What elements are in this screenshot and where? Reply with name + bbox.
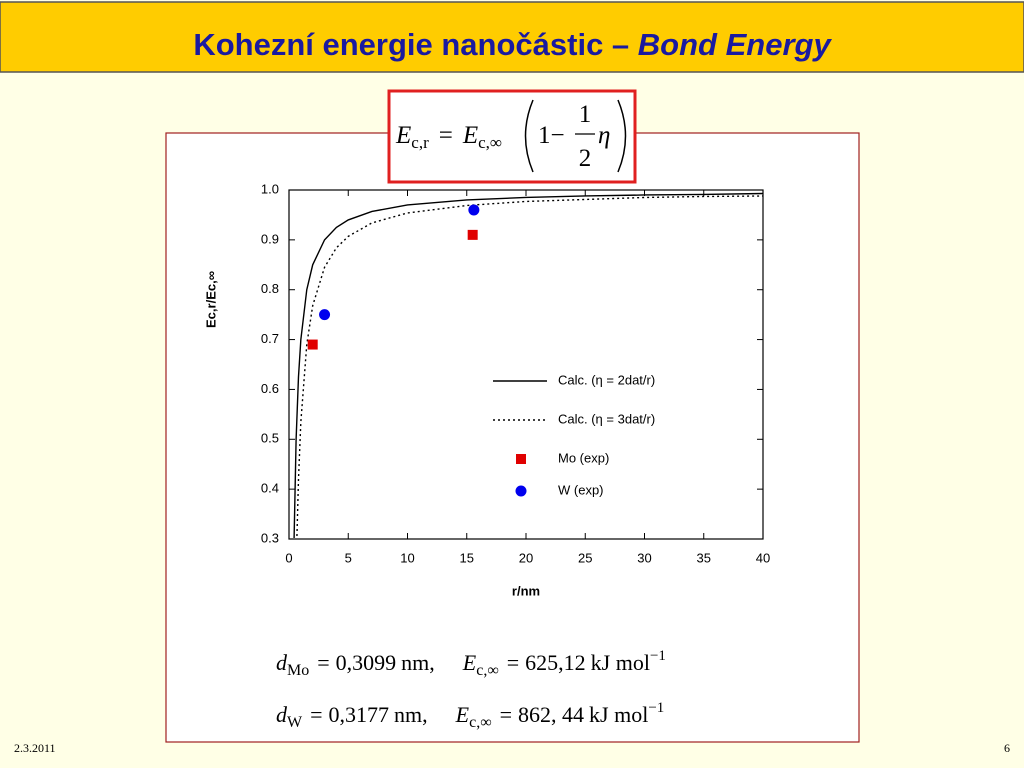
curve bbox=[293, 192, 764, 539]
x-tick-label: 35 bbox=[697, 550, 711, 565]
chart: 0 5 10 15 20 25 30 35 40 0.3 0.4 0.5 0.6 0.7 0.8 0.9 1.0… bbox=[203, 181, 770, 598]
legend-marker bbox=[515, 485, 527, 497]
equals: = bbox=[317, 650, 329, 675]
value: 862, 44 bbox=[518, 702, 584, 727]
point bbox=[307, 339, 318, 350]
symbol: d bbox=[276, 650, 288, 675]
x-tick-label: 15 bbox=[460, 550, 474, 565]
title-italic: Bond Energy bbox=[638, 27, 833, 62]
symbol: E bbox=[462, 122, 478, 149]
equals: = bbox=[310, 702, 322, 727]
legend-marker bbox=[516, 454, 526, 464]
y-tick-label: 0.3 bbox=[261, 530, 279, 545]
symbol: E bbox=[455, 702, 470, 727]
y-tick-label: 0.4 bbox=[261, 481, 279, 496]
x-tick-label: 10 bbox=[400, 550, 414, 565]
legend-label: W (exp) bbox=[558, 482, 604, 497]
chart-panel bbox=[165, 132, 860, 743]
y-tick-label: 0.9 bbox=[261, 231, 279, 246]
constant-line: dW = 0,3177 nm, Ec,∞ = 862, 44 kJ mol−1 bbox=[276, 700, 664, 731]
title: Kohezní energie nanočástic – Bond Energy bbox=[193, 27, 832, 62]
y-tick-label: 0.5 bbox=[261, 431, 279, 446]
constant-line: dMo = 0,3099 nm, Ec,∞ = 625,12 kJ mol−1 bbox=[276, 648, 666, 679]
y-tick-label: 0.6 bbox=[261, 381, 279, 396]
superscript: −1 bbox=[650, 648, 666, 664]
formula-num: 1 bbox=[579, 101, 592, 128]
formula-lhs: Ec,r = Ec,∞ bbox=[395, 122, 502, 152]
point bbox=[319, 309, 331, 321]
symbol: E bbox=[462, 650, 477, 675]
superscript: −1 bbox=[648, 700, 664, 716]
formula-one: 1− bbox=[538, 122, 565, 149]
title-bar bbox=[0, 1, 1024, 73]
legend-label: Calc. (η = 2dat/r) bbox=[558, 372, 655, 387]
legend-label: Calc. (η = 3dat/r) bbox=[558, 411, 655, 426]
equals: = bbox=[439, 122, 453, 149]
y-tick-label: 0.7 bbox=[261, 331, 279, 346]
equals: = bbox=[507, 650, 519, 675]
subscript: Mo bbox=[287, 662, 309, 679]
x-tick-label: 25 bbox=[578, 550, 592, 565]
footer-date: 2.3.2011 bbox=[14, 741, 56, 755]
paren-right bbox=[617, 99, 627, 173]
formula-box bbox=[387, 89, 637, 184]
formula: Ec,r = Ec,∞ 1− 1 2 η bbox=[395, 99, 627, 173]
value: 0,3099 bbox=[336, 650, 397, 675]
x-tick-label: 20 bbox=[519, 550, 533, 565]
value: 0,3177 bbox=[329, 702, 390, 727]
x-tick-label: 30 bbox=[637, 550, 651, 565]
formula-eta: η bbox=[598, 122, 610, 149]
x-tick-label: 40 bbox=[756, 550, 770, 565]
title-main: Kohezní energie nanočástic – bbox=[193, 27, 637, 62]
unit: nm, bbox=[394, 702, 428, 727]
unit: kJ mol bbox=[591, 650, 650, 675]
unit: kJ mol bbox=[589, 702, 648, 727]
subscript: c,∞ bbox=[478, 133, 502, 152]
x-tick-label: 5 bbox=[345, 550, 352, 565]
unit: nm, bbox=[401, 650, 435, 675]
paren-left bbox=[524, 99, 534, 173]
point bbox=[468, 204, 480, 216]
y-tick-label: 0.8 bbox=[261, 281, 279, 296]
formula-den: 2 bbox=[579, 145, 592, 172]
symbol: d bbox=[276, 702, 288, 727]
constants: dMo = 0,3099 nm, Ec,∞ = 625,12 kJ mol−1dW = 0,317… bbox=[276, 648, 666, 731]
subscript: c,∞ bbox=[469, 714, 492, 731]
equals: = bbox=[500, 702, 512, 727]
footer-page: 6 bbox=[1004, 741, 1010, 755]
subscript: W bbox=[287, 714, 303, 731]
symbol: E bbox=[395, 122, 411, 149]
subscript: c,r bbox=[411, 133, 429, 152]
point bbox=[467, 229, 478, 240]
subscript: c,∞ bbox=[476, 662, 499, 679]
value: 625,12 bbox=[525, 650, 586, 675]
legend-label: Mo (exp) bbox=[558, 450, 609, 465]
x-tick-label: 0 bbox=[285, 550, 292, 565]
y-axis-label: Ec,r/Ec,∞ bbox=[203, 271, 218, 328]
x-axis-label: r/nm bbox=[512, 583, 540, 598]
y-tick-label: 1.0 bbox=[261, 181, 279, 196]
